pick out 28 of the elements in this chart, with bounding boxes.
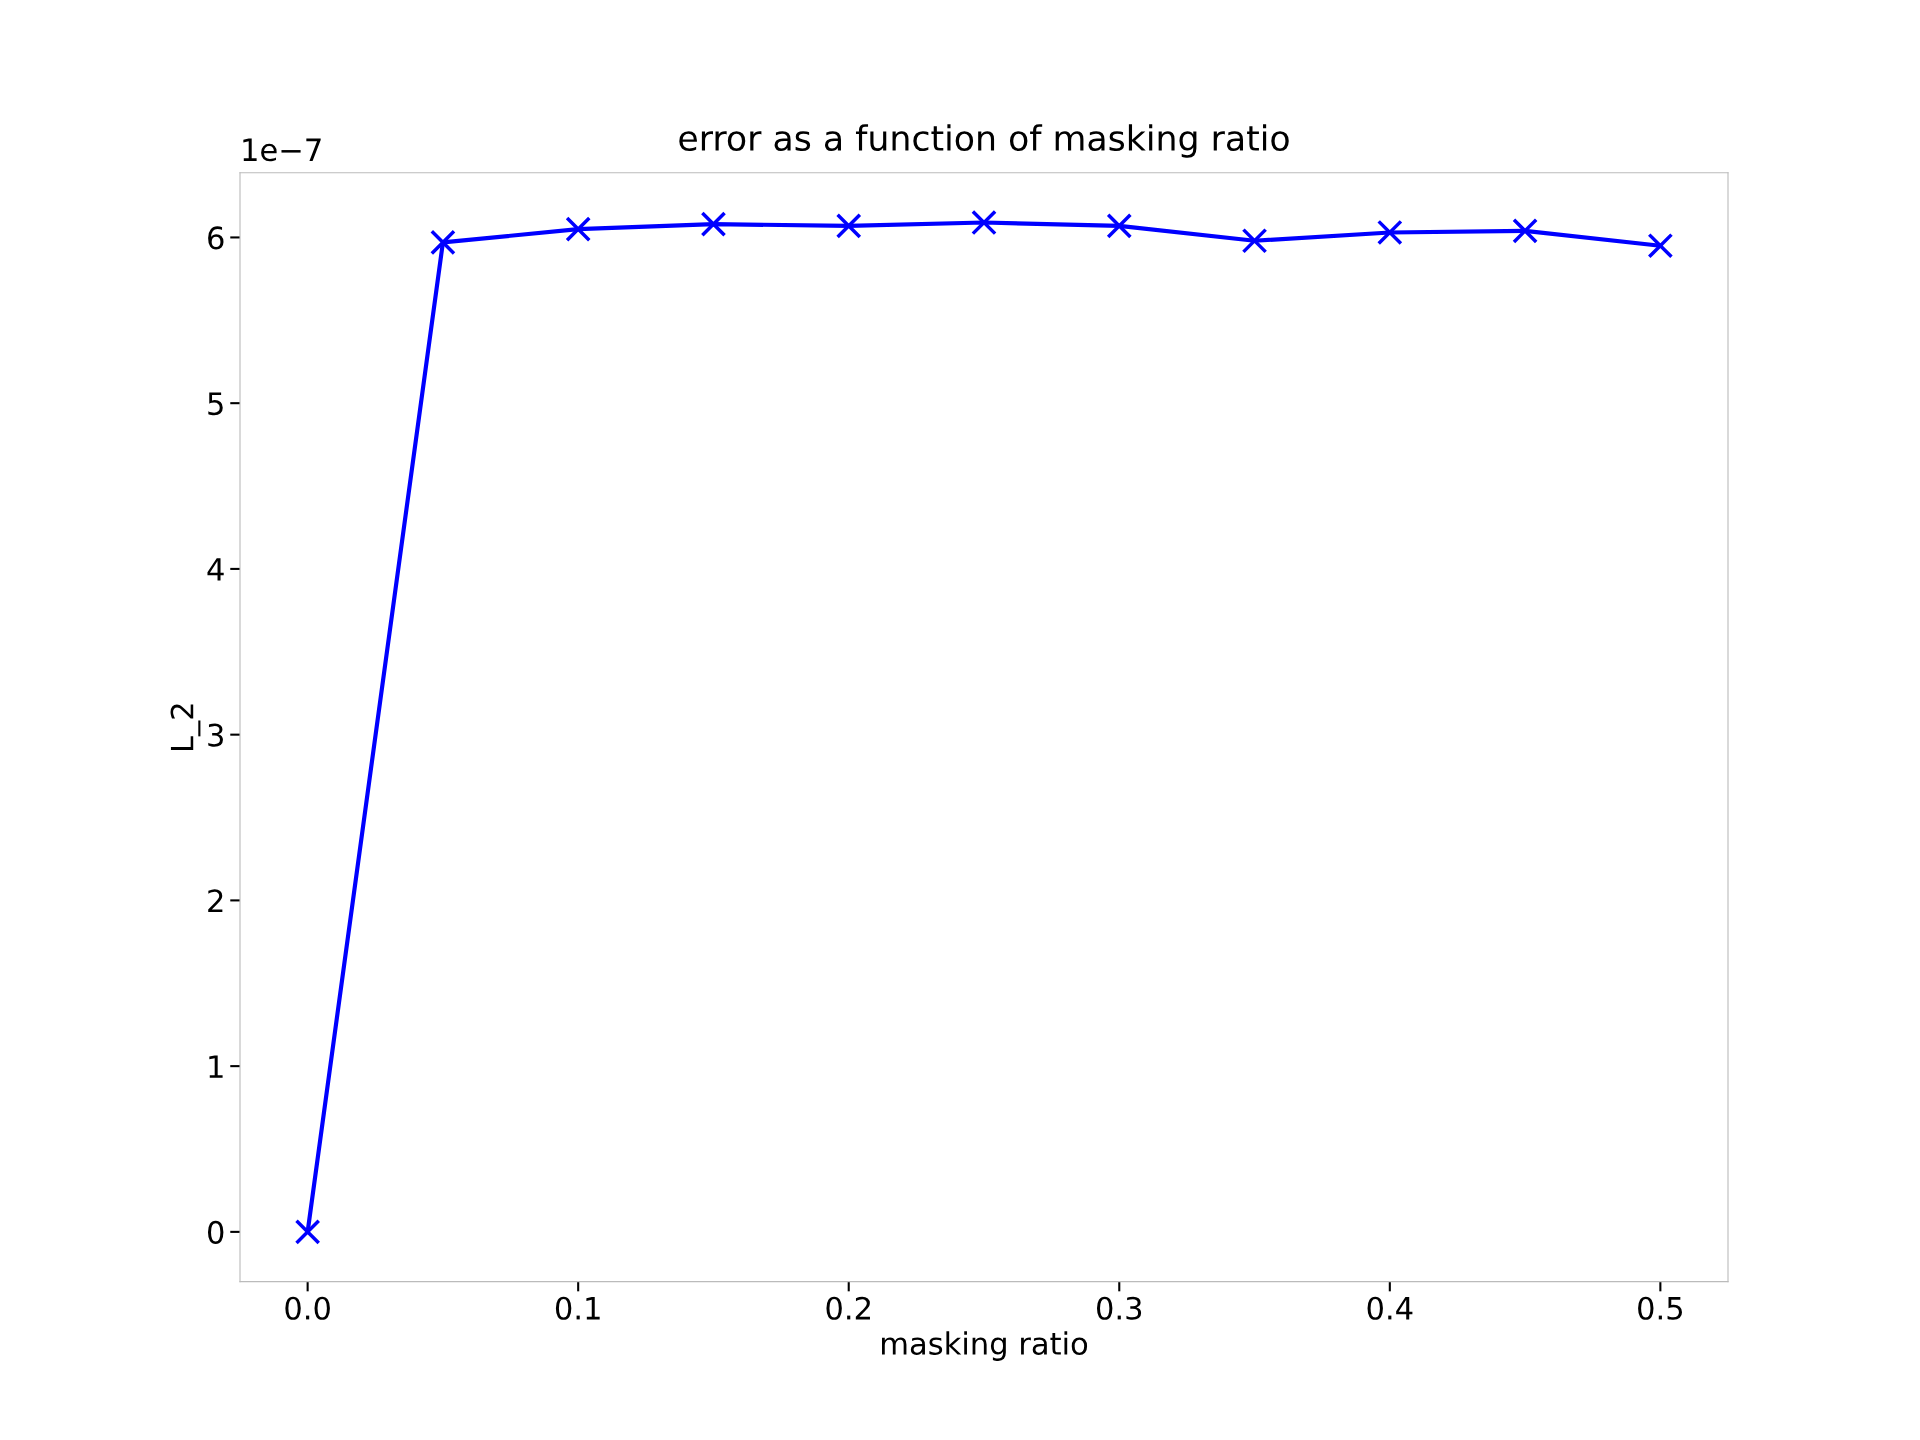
point xyxy=(971,209,997,236)
point xyxy=(565,216,592,242)
chart-title: error as a function of masking ratio xyxy=(679,124,1289,158)
text: 1e−7 xyxy=(243,138,321,162)
x-tick-label: 0.0 xyxy=(285,1296,330,1320)
x-axis-title: masking ratio xyxy=(882,1331,1088,1361)
y-tick-label: 6 xyxy=(208,226,224,250)
y-axis-title: L_2 xyxy=(170,704,201,751)
x-tick-label: 0.3 xyxy=(1096,1296,1142,1320)
y-tick-label: 3 xyxy=(208,723,223,747)
point xyxy=(430,229,456,256)
y-tick-label: 0 xyxy=(207,1220,224,1244)
point xyxy=(700,211,727,238)
point xyxy=(294,1219,321,1245)
y-tick-label: 5 xyxy=(208,392,223,416)
point xyxy=(1241,227,1268,254)
x-tick-label: 0.2 xyxy=(826,1296,870,1320)
y-tick-label: 4 xyxy=(207,558,224,581)
point xyxy=(835,212,862,239)
point xyxy=(1647,232,1674,259)
x-tick-label: 0.5 xyxy=(1638,1296,1682,1320)
x-tick-label: 0.4 xyxy=(1367,1296,1413,1320)
point xyxy=(1376,219,1403,246)
y-tick-label: 1 xyxy=(209,1055,223,1078)
x-tick-label: 0.1 xyxy=(555,1296,600,1320)
point xyxy=(1512,217,1538,244)
point xyxy=(1106,212,1133,239)
y-tick-label: 2 xyxy=(208,889,223,913)
